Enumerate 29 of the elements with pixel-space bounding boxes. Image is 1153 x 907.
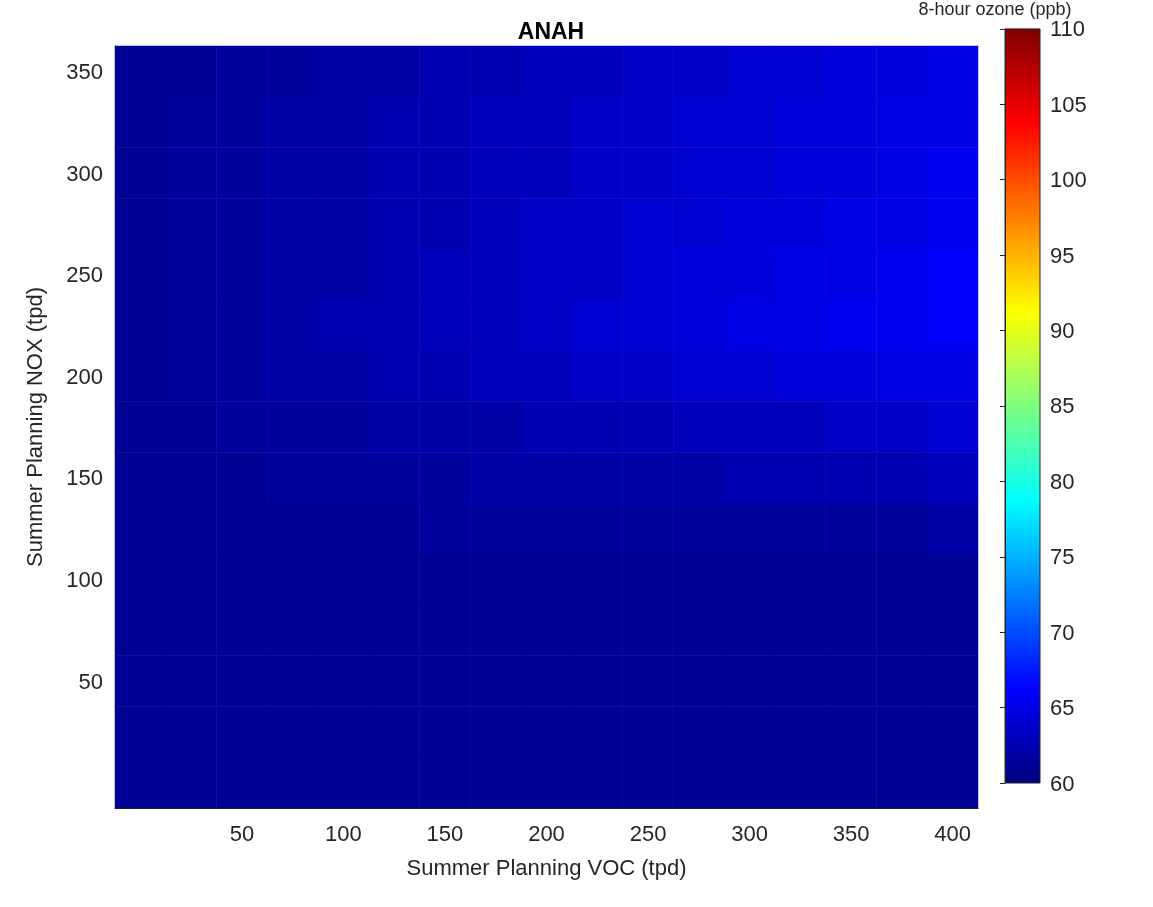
y-tick-label: 100 [66,566,103,592]
y-tick-label: 200 [66,363,103,389]
y-tick-label: 350 [66,58,103,84]
y-tick-label: 250 [66,262,103,288]
x-tick-label: 50 [229,820,255,846]
color-bar-label: 90 [1050,318,1075,344]
y-tick-label: 50 [78,668,103,694]
x-tick-label: 250 [629,820,667,846]
color-bar-label: 105 [1050,91,1087,117]
x-tick-label: 300 [731,820,768,846]
x-axis-title: Summer Planning VOC (tpd) [406,854,687,880]
color-bar-label: 80 [1050,468,1075,494]
x-tick-label: 350 [832,820,870,846]
color-bar-label: 70 [1050,619,1075,645]
x-tick-label: 200 [528,820,565,846]
y-tick-label: 150 [66,465,103,491]
color-bar-label: 75 [1050,544,1075,570]
color-bar-label: 65 [1050,695,1075,721]
color-bar-label: 60 [1050,770,1075,796]
chart-title: ANAH [517,17,585,44]
x-tick-label: 100 [325,820,362,846]
color-bar-title: 8-hour ozone (ppb) [918,0,1072,19]
y-axis-title: Summer Planning NOX (tpd) [21,287,47,567]
x-tick-label: 400 [934,820,971,846]
x-tick-label: 150 [426,820,464,846]
color-bar-label: 100 [1050,167,1087,193]
color-bar-label: 95 [1050,242,1075,268]
color-bar-label: 85 [1050,393,1075,419]
y-tick-label: 300 [66,160,103,186]
